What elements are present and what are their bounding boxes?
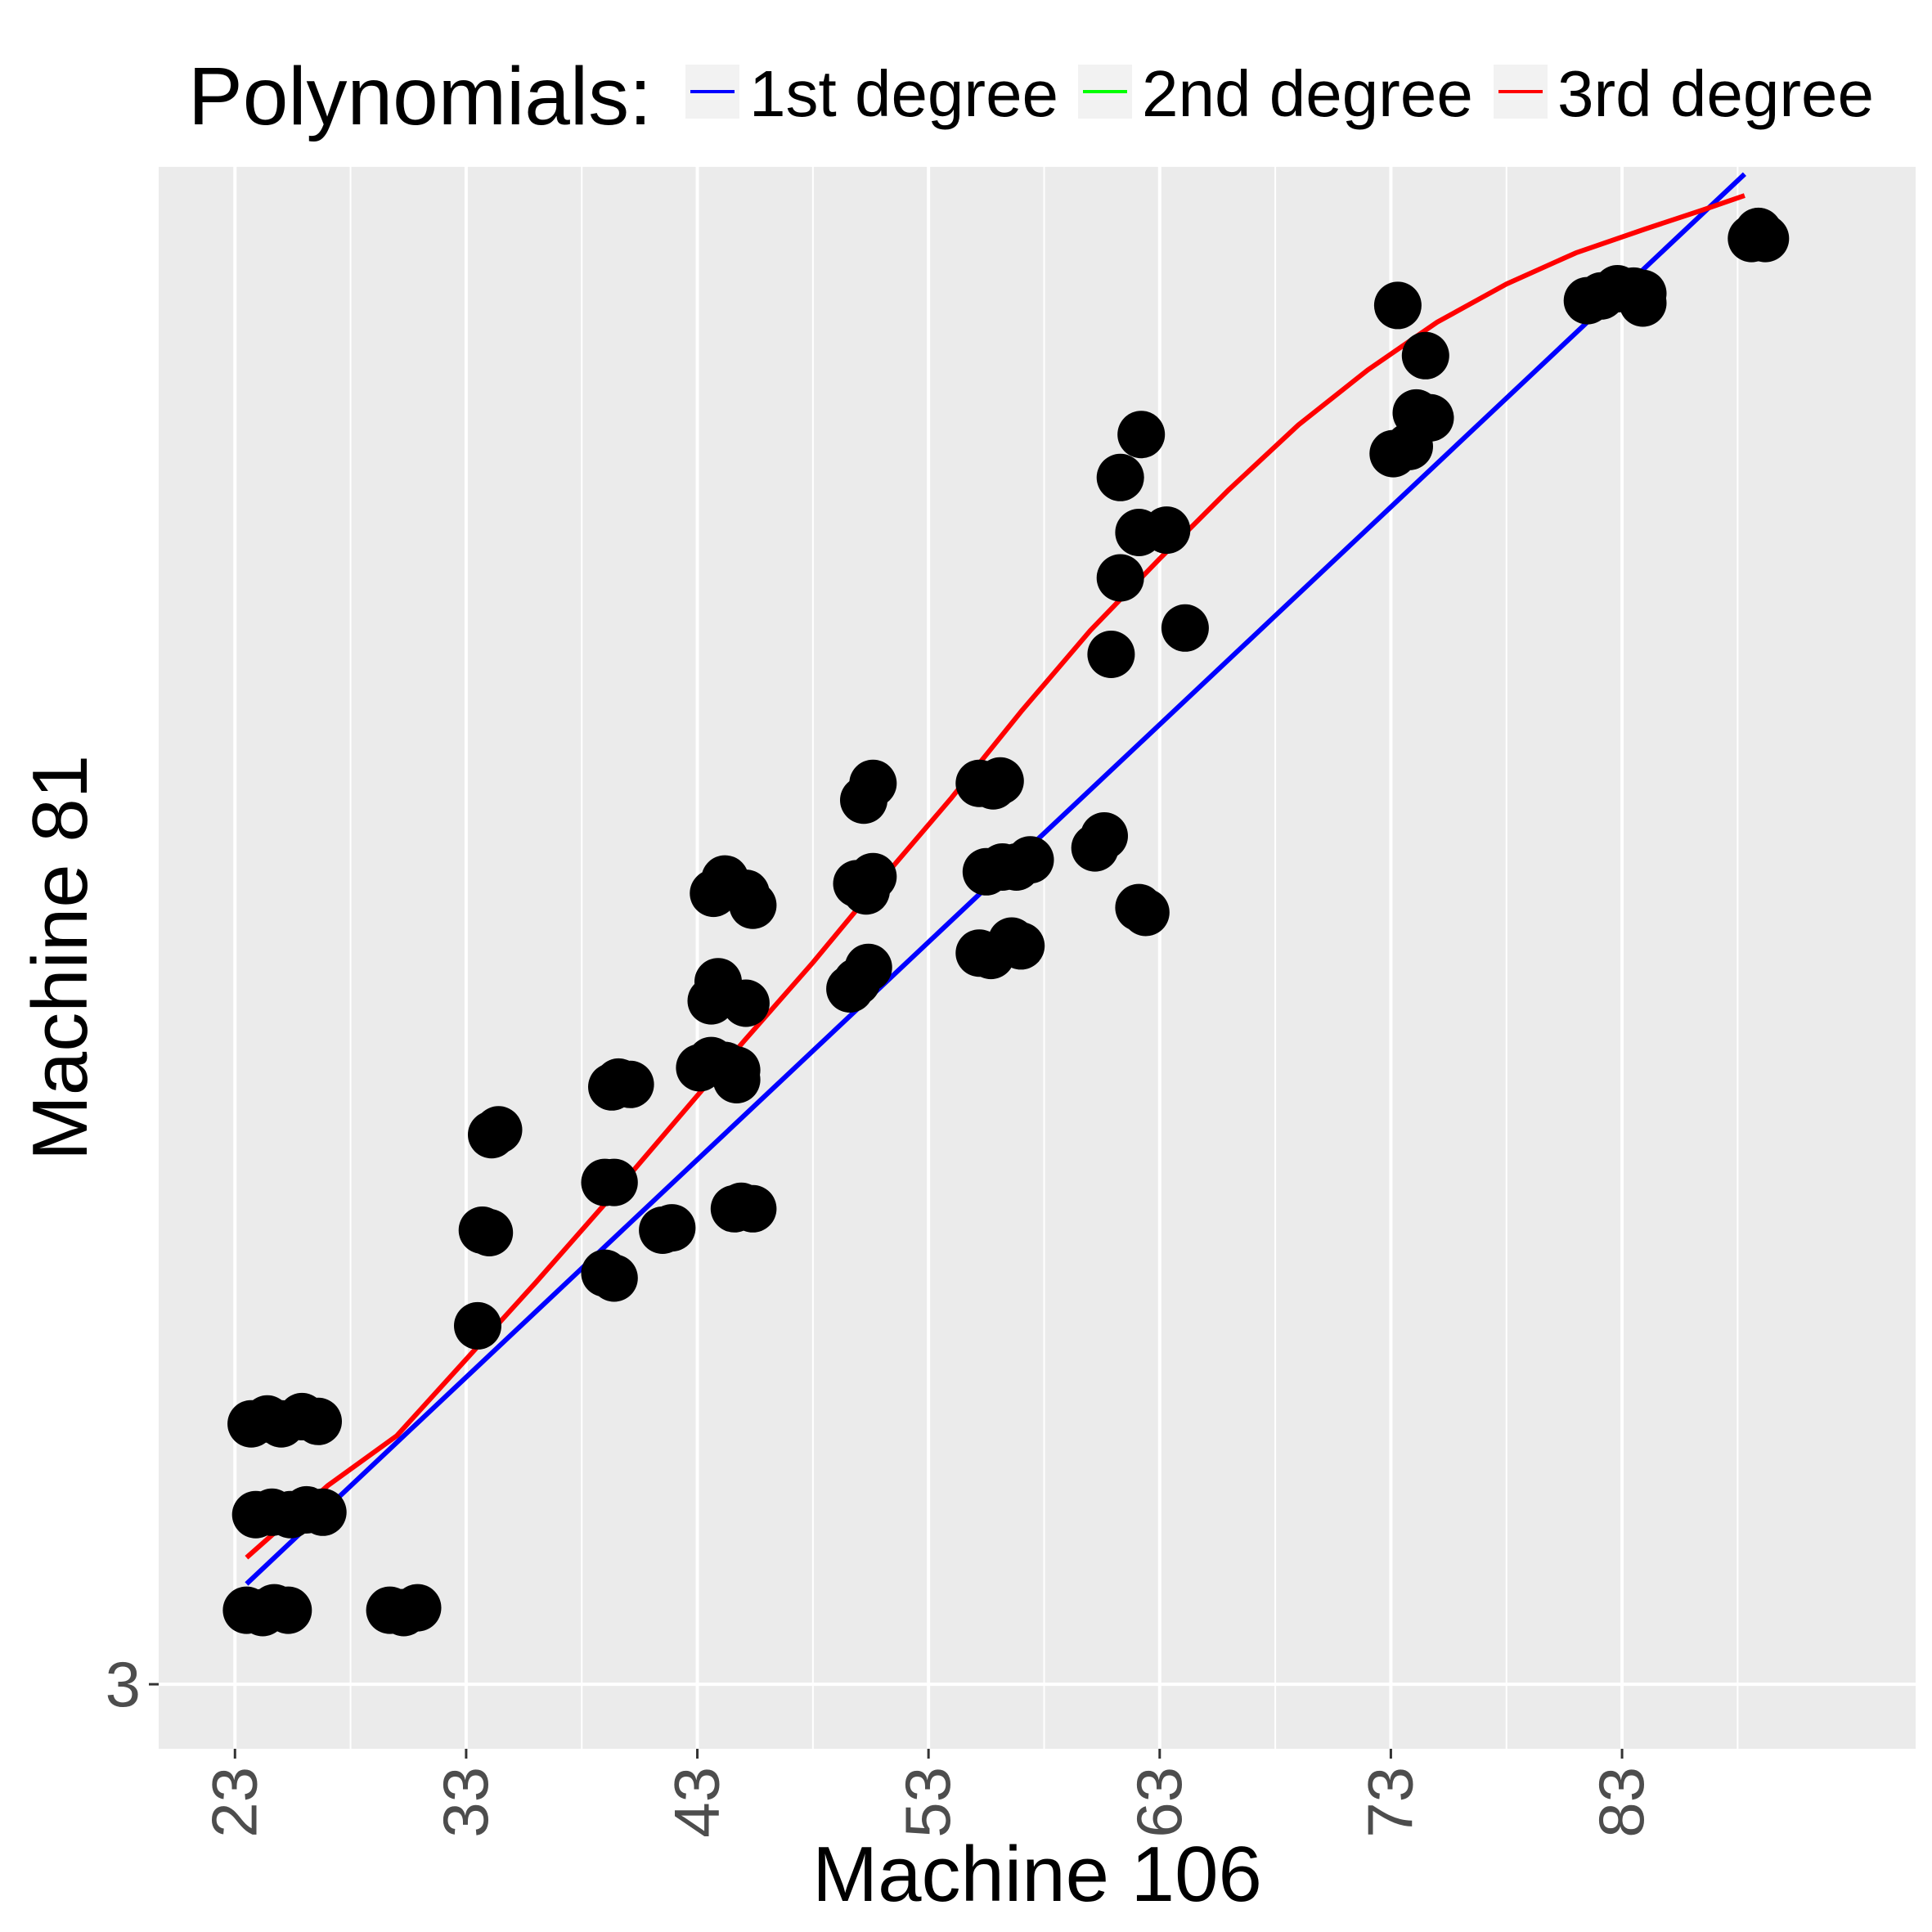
data-points <box>222 207 1790 1637</box>
x-tick-label: 63 <box>1123 1767 1195 1838</box>
data-point <box>1006 836 1054 884</box>
data-point <box>465 1209 514 1256</box>
data-point <box>294 1397 342 1445</box>
data-point <box>1081 812 1128 860</box>
grid-major <box>159 167 1916 1749</box>
legend-item-1st-degree: 1st degree <box>685 57 1058 130</box>
data-point <box>299 1488 347 1536</box>
legend-item-3rd-degree: 3rd degree <box>1494 57 1874 130</box>
data-point <box>590 1254 638 1302</box>
data-point <box>1401 331 1449 380</box>
y-axis-label: Machine 81 <box>16 755 104 1161</box>
data-point <box>1406 393 1454 442</box>
data-point <box>1619 279 1667 327</box>
x-tick-label: 73 <box>1354 1767 1426 1838</box>
data-point <box>1143 506 1191 555</box>
data-point <box>1161 604 1209 652</box>
data-point <box>721 979 770 1027</box>
x-tick-label: 33 <box>429 1767 501 1838</box>
data-point <box>1121 888 1170 937</box>
data-point <box>454 1301 501 1350</box>
data-point <box>1373 281 1422 330</box>
x-axis-label: Machine 106 <box>812 1831 1262 1918</box>
data-point <box>849 852 897 901</box>
data-point <box>976 757 1024 805</box>
y-tick-label: 3 <box>106 1648 141 1720</box>
data-point <box>1096 554 1144 602</box>
legend-label-1st-degree: 1st degree <box>749 57 1058 130</box>
data-point <box>844 943 892 991</box>
x-tick-label: 43 <box>661 1767 733 1838</box>
data-point <box>474 1106 523 1154</box>
data-point <box>590 1158 638 1206</box>
x-tick-label: 23 <box>198 1767 270 1838</box>
data-point <box>1117 411 1166 459</box>
data-point <box>264 1586 312 1634</box>
x-tick-label: 53 <box>892 1767 964 1838</box>
legend-item-2nd-degree: 2nd degree <box>1078 57 1473 130</box>
x-axis: 23 33 43 53 63 73 83 <box>198 1749 1657 1838</box>
legend-title: Polynomials: <box>188 51 652 142</box>
data-point <box>1741 214 1790 263</box>
data-point <box>997 922 1045 970</box>
data-point <box>648 1204 696 1252</box>
grid-minor <box>349 167 1739 1749</box>
legend-label-3rd-degree: 3rd degree <box>1557 57 1874 130</box>
legend-label-2nd-degree: 2nd degree <box>1142 57 1473 130</box>
data-point <box>729 881 777 929</box>
data-point <box>1096 453 1144 501</box>
fit-line-3rd-degree <box>245 193 1746 1560</box>
data-point <box>729 1184 777 1233</box>
legend: Polynomials: 1st degree 2nd degree 3rd d… <box>188 51 1874 142</box>
data-point <box>712 1056 761 1103</box>
data-point <box>849 759 897 807</box>
y-axis: 3 <box>106 1648 159 1720</box>
data-point <box>1087 631 1135 678</box>
x-tick-label: 83 <box>1585 1767 1657 1838</box>
data-point <box>393 1584 442 1632</box>
data-point <box>606 1060 654 1108</box>
